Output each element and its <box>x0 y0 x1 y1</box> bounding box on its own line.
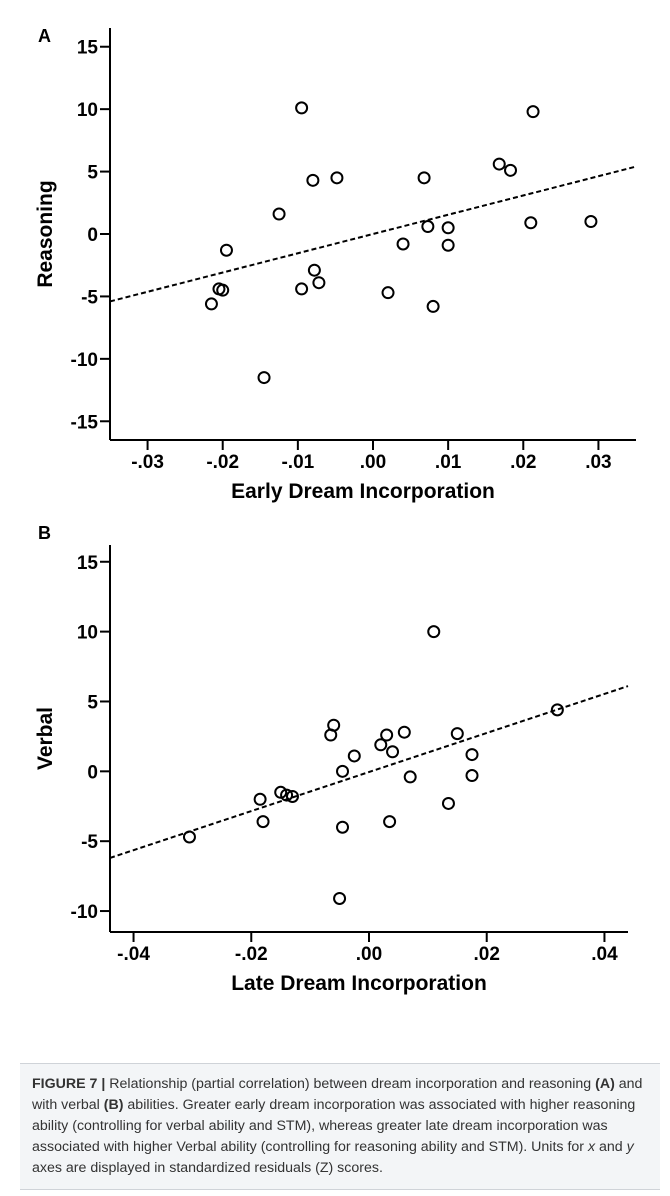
data-point <box>427 625 441 639</box>
data-point <box>403 770 417 784</box>
data-point <box>272 207 286 221</box>
data-point <box>347 749 361 763</box>
y-tick-label: 5 <box>87 692 98 713</box>
data-point <box>216 283 230 297</box>
y-tick-label: -15 <box>71 412 99 433</box>
data-point <box>396 237 410 251</box>
x-tick-label: .00 <box>360 452 386 473</box>
x-axis-label: Early Dream Incorporation <box>231 480 495 503</box>
y-tick-label: -5 <box>81 287 98 308</box>
caption-panel-b-ref: (B) <box>103 1097 124 1113</box>
data-point <box>584 215 598 229</box>
caption-text: abilities. Greater early dream incorpora… <box>32 1097 636 1155</box>
caption-x-variable: x <box>587 1139 596 1155</box>
data-point <box>306 173 320 187</box>
data-point <box>524 216 538 230</box>
data-point <box>526 105 540 119</box>
data-point <box>257 371 271 385</box>
data-point <box>256 815 270 829</box>
x-tick-label: .02 <box>474 944 500 965</box>
data-point <box>253 792 267 806</box>
data-point <box>550 703 564 717</box>
y-tick-label: 10 <box>77 100 98 121</box>
caption-y-variable: y <box>626 1139 634 1155</box>
data-point <box>504 163 518 177</box>
data-point <box>441 238 455 252</box>
figure-caption-box: FIGURE 7 | Relationship (partial correla… <box>20 1063 660 1190</box>
figure-7-charts: A 15 10 5 0 -5 -10 -15 -.03 -.02 -.01 .00 .01 .02 .03 E… <box>34 26 637 995</box>
data-point <box>307 263 321 277</box>
x-tick-label: -.04 <box>117 944 150 965</box>
y-tick-label: 15 <box>77 38 99 59</box>
data-point <box>312 276 326 290</box>
data-point <box>492 157 506 171</box>
data-point <box>426 299 440 313</box>
data-point <box>374 738 388 752</box>
data-point <box>386 745 400 759</box>
y-tick-label: 5 <box>87 163 98 184</box>
data-point <box>421 220 435 234</box>
caption-text: and <box>595 1139 627 1155</box>
regression-line <box>109 165 637 303</box>
x-tick-label: -.02 <box>206 452 239 473</box>
data-point <box>336 820 350 834</box>
x-tick-label: -.01 <box>281 452 314 473</box>
data-point <box>333 891 347 905</box>
regression-line <box>109 685 629 859</box>
figure-label: FIGURE 7 | <box>32 1076 106 1092</box>
panel-label: A <box>38 26 51 46</box>
data-point <box>182 830 196 844</box>
panel-a-chart: A 15 10 5 0 -5 -10 -15 -.03 -.02 -.01 .00 .01 .02 .03 E… <box>34 26 637 503</box>
data-point <box>330 171 344 185</box>
data-point <box>295 282 309 296</box>
data-point <box>295 101 309 115</box>
data-point <box>336 764 350 778</box>
y-tick-label: -10 <box>71 902 98 923</box>
panel-label: B <box>38 523 51 543</box>
data-point <box>465 769 479 783</box>
data-point <box>327 718 341 732</box>
x-axis-label: Late Dream Incorporation <box>231 972 487 995</box>
data-point <box>441 221 455 235</box>
caption-text: Relationship (partial correlation) betwe… <box>105 1076 596 1092</box>
data-point <box>219 243 233 257</box>
y-axis-label: Verbal <box>34 707 57 770</box>
data-point <box>397 725 411 739</box>
data-point <box>465 748 479 762</box>
y-tick-label: 0 <box>87 762 98 783</box>
figure-caption: FIGURE 7 | Relationship (partial correla… <box>32 1074 650 1179</box>
caption-text: axes are displayed in standardized resid… <box>32 1160 383 1176</box>
x-tick-label: .01 <box>435 452 462 473</box>
data-point <box>381 286 395 300</box>
panel-b-chart: B 15 10 5 0 -5 -10 -.04 -.02 .00 .02 .04 Late Dream … <box>34 523 629 995</box>
data-point <box>417 171 431 185</box>
x-tick-label: .03 <box>585 452 611 473</box>
caption-text: and with verbal <box>32 1076 643 1113</box>
caption-panel-a-ref: (A) <box>595 1076 615 1092</box>
x-tick-label: .02 <box>510 452 536 473</box>
y-tick-label: -5 <box>81 832 98 853</box>
y-tick-label: 10 <box>77 623 98 644</box>
data-point <box>380 728 394 742</box>
data-point <box>280 788 294 802</box>
x-tick-label: .00 <box>356 944 382 965</box>
data-point <box>450 727 464 741</box>
y-tick-label: 15 <box>77 553 99 574</box>
data-point <box>285 789 299 803</box>
y-tick-label: 0 <box>87 225 98 246</box>
y-axis-label: Reasoning <box>34 180 57 287</box>
x-tick-label: -.03 <box>131 452 164 473</box>
x-tick-label: .04 <box>591 944 618 965</box>
data-point <box>204 297 218 311</box>
data-point <box>383 815 397 829</box>
data-point <box>441 796 455 810</box>
y-tick-label: -10 <box>71 350 98 371</box>
x-tick-label: -.02 <box>235 944 268 965</box>
